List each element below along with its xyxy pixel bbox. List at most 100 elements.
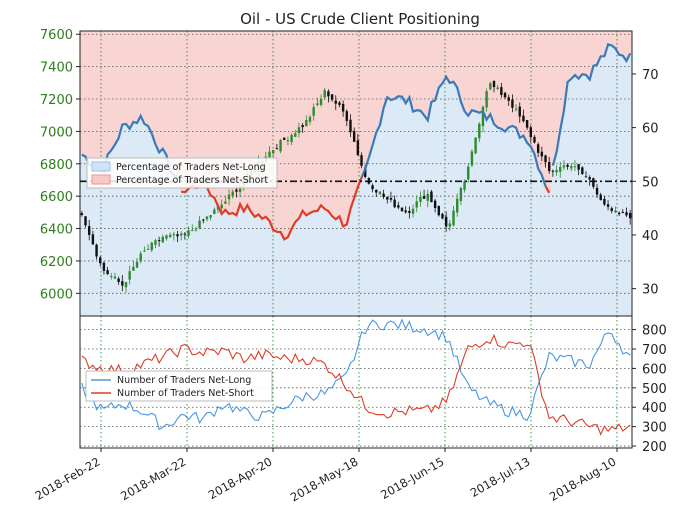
net-long-band xyxy=(216,205,221,316)
bottom-legend-box xyxy=(85,370,273,402)
net-short-band xyxy=(219,31,224,214)
net-short-band xyxy=(470,31,475,111)
net-short-band xyxy=(179,31,184,192)
price-tick-label: 7200 xyxy=(40,93,73,108)
net-short-band xyxy=(186,31,191,189)
candle-body xyxy=(522,115,525,122)
net-short-band xyxy=(407,31,412,98)
net-short-band xyxy=(282,31,287,240)
date-tick-label: 2018-Feb-22 xyxy=(33,454,103,502)
candle-body xyxy=(113,276,117,279)
legend-swatch-net-long-pct xyxy=(91,161,111,172)
net-long-band xyxy=(484,119,489,316)
net-short-band xyxy=(341,31,346,227)
candle-body xyxy=(382,193,385,197)
count-tick-label: 600 xyxy=(642,362,667,377)
net-short-band xyxy=(124,31,129,124)
price-tick-label: 7400 xyxy=(40,61,73,76)
net-long-band xyxy=(186,188,191,316)
candle-body xyxy=(386,196,389,200)
candle-body xyxy=(584,176,588,178)
net-short-band xyxy=(451,31,456,82)
net-long-band xyxy=(138,115,143,316)
candle-body xyxy=(275,148,279,150)
net-long-band xyxy=(429,101,434,317)
net-short-band xyxy=(113,31,118,145)
net-short-band xyxy=(595,31,600,65)
net-short-band xyxy=(473,31,478,112)
net-short-band xyxy=(576,31,581,79)
candle-body xyxy=(297,127,301,133)
net-short-band xyxy=(580,31,585,75)
net-long-band xyxy=(628,53,633,317)
net-short-band xyxy=(510,31,515,126)
net-short-band xyxy=(528,31,534,147)
candle-body xyxy=(548,162,551,172)
net-short-band xyxy=(403,31,408,104)
net-long-band xyxy=(451,81,456,316)
net-long-band xyxy=(617,54,622,317)
candle-body xyxy=(456,198,459,213)
net-short-band xyxy=(492,31,497,124)
candle-body xyxy=(393,199,396,208)
net-short-band xyxy=(127,31,132,129)
net-short-band xyxy=(411,31,416,112)
net-short-band xyxy=(532,31,537,154)
date-tick-label: 2018-Jul-13 xyxy=(468,454,533,499)
net-short-band xyxy=(216,31,221,206)
net-short-band xyxy=(116,31,121,139)
candle-body xyxy=(312,107,315,116)
candle-body xyxy=(117,278,120,283)
net-short-band xyxy=(558,31,563,131)
net-long-band xyxy=(587,79,592,316)
net-long-band xyxy=(153,144,158,316)
net-short-band xyxy=(157,31,162,153)
net-short-band xyxy=(584,31,589,75)
net-long-band xyxy=(436,87,442,316)
net-short-band xyxy=(481,31,486,112)
net-short-band xyxy=(624,31,629,61)
candle-body xyxy=(544,155,547,163)
top-panel: 6000 6200 6400 6600 6800 7000 7200 7400 7600 30 40… xyxy=(40,28,659,317)
net-long-band xyxy=(297,218,302,316)
net-short-band xyxy=(201,31,206,176)
candle-body xyxy=(422,196,426,199)
candle-body xyxy=(588,177,591,180)
net-long-band xyxy=(543,186,548,316)
net-long-band xyxy=(540,174,545,316)
net-short-band xyxy=(598,31,603,57)
net-short-band xyxy=(565,31,570,82)
net-long-band xyxy=(470,110,475,316)
legend-swatch-net-short-pct xyxy=(91,174,111,185)
candle-body xyxy=(592,178,595,187)
net-long-band xyxy=(565,81,570,316)
net-short-band xyxy=(385,31,390,98)
net-long-band xyxy=(584,74,589,316)
net-short-band xyxy=(551,31,556,166)
net-short-band xyxy=(138,31,143,116)
candle-body xyxy=(430,191,433,203)
net-short-band xyxy=(286,31,291,238)
net-long-band xyxy=(517,137,522,316)
candle-body xyxy=(610,208,613,212)
candle-body xyxy=(154,240,157,245)
candle-body xyxy=(470,151,474,166)
net-short-band xyxy=(212,31,217,198)
candle-body xyxy=(168,234,172,238)
candle-body xyxy=(349,119,352,133)
candle-body xyxy=(110,276,113,278)
candle-body xyxy=(84,216,87,226)
net-long-band xyxy=(271,229,276,316)
candle-body xyxy=(80,213,84,216)
net-short-band xyxy=(344,31,350,225)
candle-body xyxy=(621,211,624,213)
net-long-band xyxy=(606,44,611,317)
net-long-band xyxy=(282,239,287,316)
candle-body xyxy=(220,204,223,209)
candle-body xyxy=(341,104,345,112)
candle-body xyxy=(525,120,529,128)
net-long-band xyxy=(278,232,283,316)
candle-body xyxy=(617,212,621,215)
candle-body xyxy=(573,166,577,168)
candle-body xyxy=(474,137,477,154)
